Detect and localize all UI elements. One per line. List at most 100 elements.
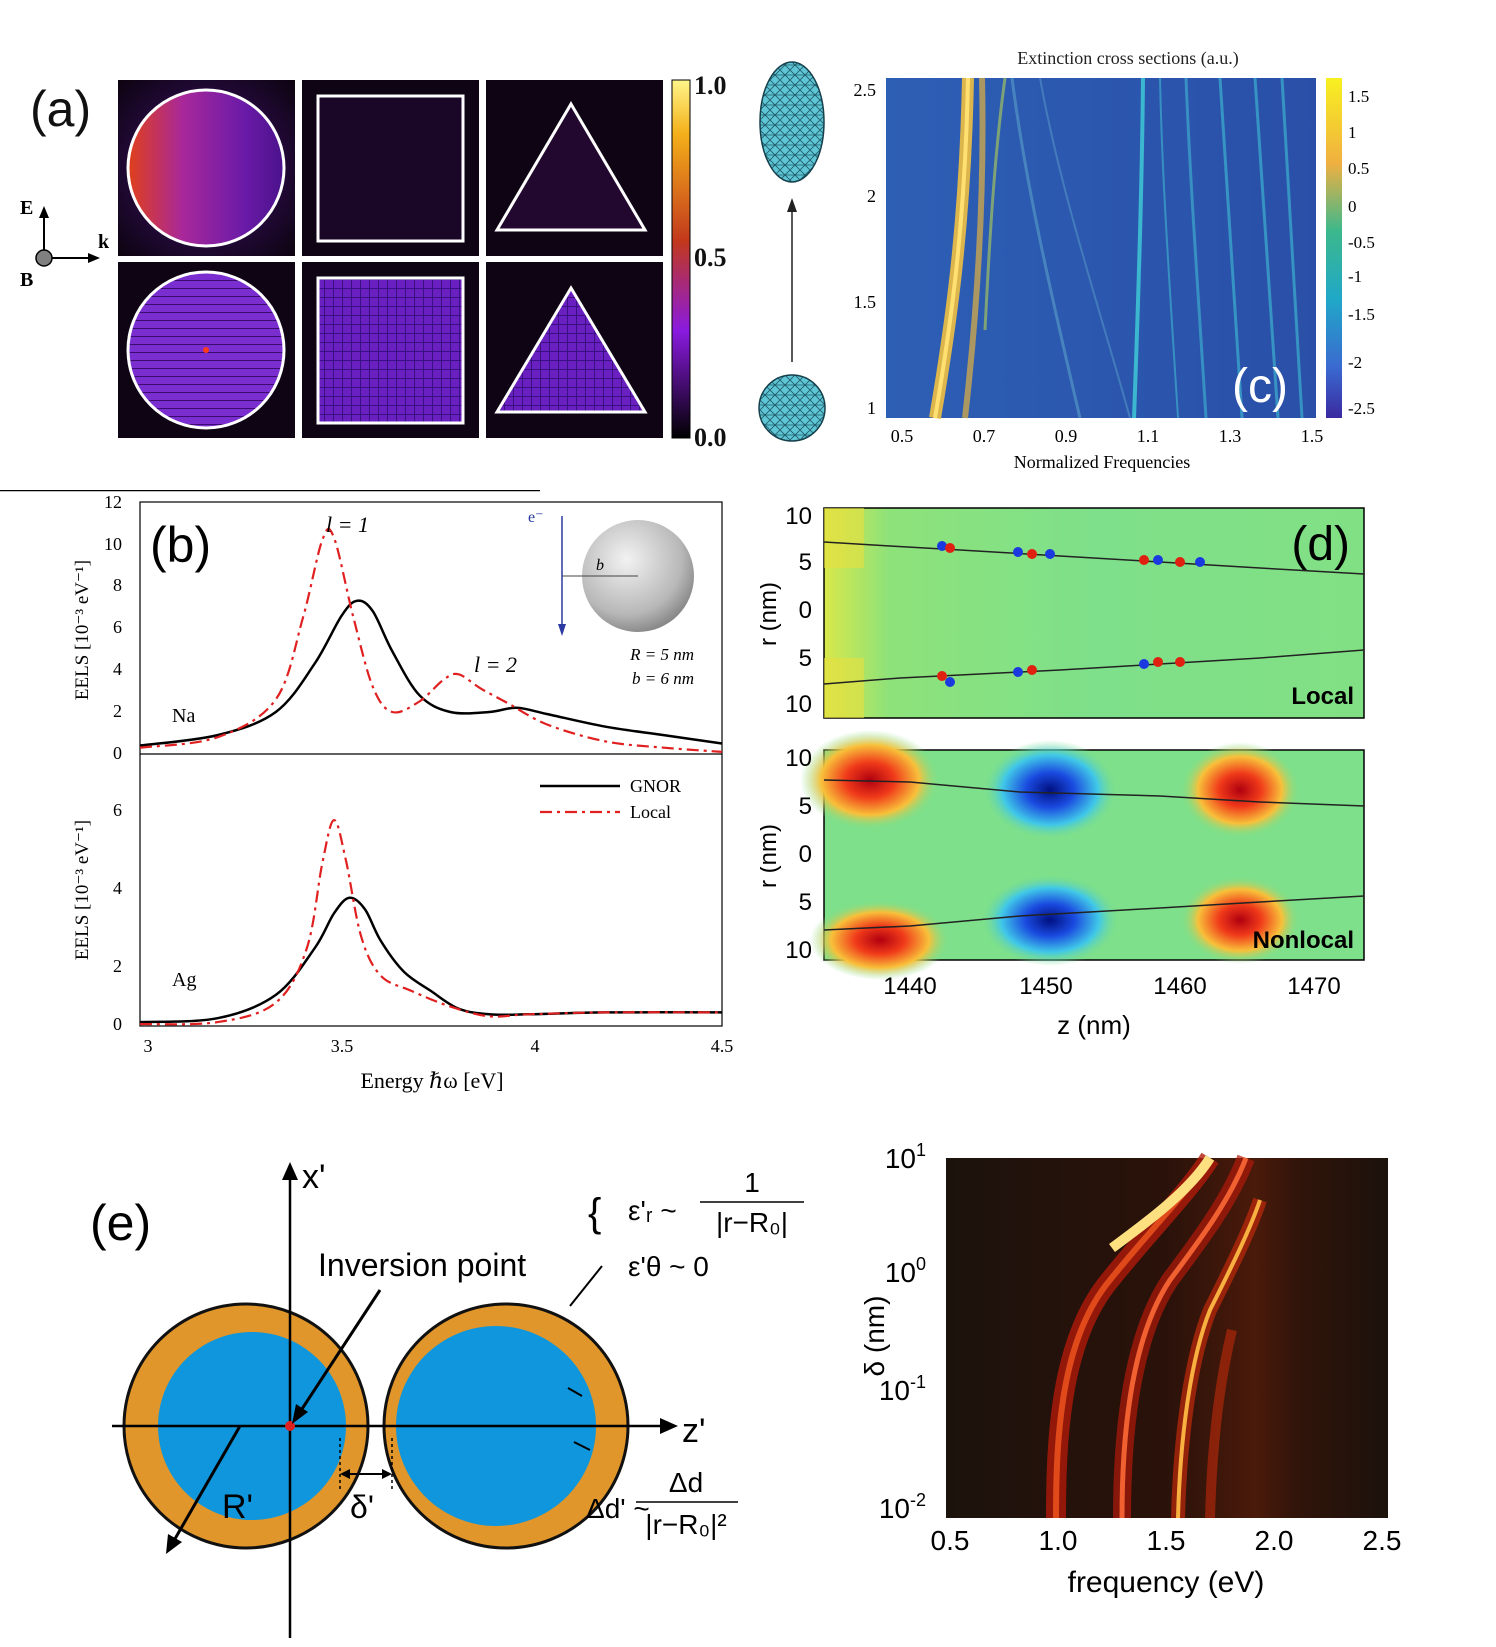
f-xtick-05: 0.5 [931, 1525, 970, 1556]
f-xlabel: frequency (eV) [1068, 1566, 1265, 1599]
panel-f-figure: 101 100 10-1 10-2 δ (nm) 0.5 1.0 1.5 2.0… [860, 1140, 1402, 1599]
c-ytick-25: 2.5 [854, 80, 877, 100]
b-top-ytick-1: 10 [104, 534, 122, 554]
c-xtick-11: 1.1 [1137, 426, 1160, 446]
panel-e-figure: (e) x' z' Inversion point R' δ' { ε'ᵣ ~ … [90, 1158, 804, 1638]
c-ytick-2: 2 [867, 186, 876, 206]
c-ytick-15: 1.5 [854, 292, 877, 312]
d-top-ytick-2: 0 [799, 597, 812, 624]
d-bot-ytick-1: 5 [799, 793, 812, 820]
b-bot-ytick-2: 2 [113, 956, 122, 976]
colorbar-a-tick-0: 0.0 [694, 423, 727, 452]
impact-value: b = 6 nm [632, 669, 694, 688]
d-top-ytick-3: 5 [799, 645, 812, 672]
b-top-ylabel: EELS [10⁻³ eV⁻¹] [72, 560, 93, 700]
b-top-ytick-5: 2 [113, 701, 122, 721]
d-bot-ylabel: r (nm) [760, 824, 782, 888]
colorbar-a [671, 79, 691, 439]
inversion-arrow [292, 1404, 308, 1424]
c-cbar-m25: -2.5 [1348, 399, 1375, 418]
deform-arrow [787, 198, 797, 212]
b-top-ytick-6: 0 [113, 743, 122, 763]
material-na: Na [172, 705, 195, 727]
local-dipoles [937, 541, 1205, 687]
c-cbar-15: 1.5 [1348, 87, 1369, 106]
c-cbar-1: 1 [1348, 123, 1357, 142]
d-bot-ytick-0: 10 [785, 745, 812, 772]
panel-a-label: (a) [30, 81, 92, 137]
d-bot-ytick-2: 0 [799, 841, 812, 868]
electron-path-arrow [558, 624, 566, 636]
f-xtick-15: 1.5 [1147, 1525, 1186, 1556]
eels-ag-gnor-curve [139, 896, 723, 1024]
d-bot-ytick-3: 5 [799, 889, 812, 916]
f-ytick-0: 100 [885, 1254, 926, 1288]
inversion-label: Inversion point [318, 1247, 526, 1283]
colorbar-a-tick-1: 1.0 [694, 71, 727, 100]
x-axis-label: x' [302, 1158, 326, 1196]
c-xtick-05: 0.5 [891, 426, 914, 446]
radius-value: R = 5 nm [629, 645, 694, 664]
f-ytick-m2: 10-2 [879, 1490, 926, 1524]
panel-d-local-map [823, 507, 1365, 719]
c-ytick-1: 1 [867, 398, 876, 418]
eps-r-label: ε'ᵣ ~ [628, 1195, 677, 1226]
eps-r-num: 1 [744, 1167, 760, 1198]
z-axis-arrow [660, 1418, 678, 1434]
radius-label: R' [222, 1488, 253, 1526]
f-xtick-25: 2.5 [1363, 1525, 1402, 1556]
peak-l1-label: l = 1 [326, 512, 369, 537]
b-top-ytick-4: 4 [113, 659, 122, 679]
c-cbar-m1: -1 [1348, 267, 1362, 286]
d-xtick-1450: 1450 [1019, 973, 1072, 1000]
b-top-ytick-0: 12 [104, 492, 122, 512]
panel-c-figure: Extinction cross sections (a.u.) (c) 2.5… [758, 48, 1375, 472]
b-field-icon [35, 249, 53, 267]
b-top-ytick-2: 8 [113, 575, 122, 595]
axis-e-label: E [20, 197, 33, 219]
panel-d-figure: Local (d) Nonlocal 10 5 0 5 10 r (nm) 10… [760, 503, 1365, 1040]
eels-na-local-curve [139, 527, 723, 753]
peak-l2-label: l = 2 [474, 652, 517, 677]
electron-label: e⁻ [528, 509, 544, 526]
sphere-mesh [758, 374, 826, 442]
d-bot-ytick-4: 10 [785, 937, 812, 964]
axis-k-label: k [98, 231, 110, 253]
c-xtick-13: 1.3 [1219, 426, 1242, 446]
x-axis-arrow [282, 1162, 298, 1180]
radius-arrow [166, 1534, 182, 1554]
d-top-ytick-0: 10 [785, 503, 812, 530]
axis-b-label: B [20, 269, 33, 291]
b-bot-ylabel: EELS [10⁻³ eV⁻¹] [72, 820, 93, 960]
colorbar-a-tick-05: 0.5 [694, 243, 727, 272]
b-bot-ytick-0: 6 [113, 800, 122, 820]
local-tag: Local [1291, 683, 1354, 710]
panel-d-label: (d) [1291, 518, 1350, 571]
panel-b-frame [139, 501, 723, 1027]
b-xlabel: Energy ℏω [eV] [360, 1068, 503, 1093]
eps-r-den: |r−R₀| [716, 1207, 788, 1238]
svg-text:{: { [588, 1191, 601, 1235]
d-xlabel: z (nm) [1057, 1010, 1131, 1040]
b-xtick-45: 4.5 [711, 1036, 734, 1056]
legend-local: Local [630, 802, 671, 822]
panel-f-resonance-bands [1046, 1152, 1267, 1519]
triangle-shape-top [494, 101, 648, 232]
c-cbar-m15: -1.5 [1348, 305, 1375, 324]
d-top-ylabel: r (nm) [760, 582, 782, 646]
c-cbar-m05: -0.5 [1348, 233, 1375, 252]
z-axis-label: z' [682, 1412, 706, 1450]
impact-b-label: b [596, 557, 604, 574]
eels-na-gnor-curve [139, 599, 723, 747]
c-xlabel: Normalized Frequencies [1014, 452, 1190, 472]
f-ytick-m1: 10-1 [879, 1372, 926, 1406]
c-cbar-05: 0.5 [1348, 159, 1369, 178]
panel-a-figure: 1.0 0.5 0.0 E k B [20, 71, 727, 452]
eps-theta-label: ε'θ ~ 0 [628, 1251, 709, 1282]
c-cbar-m2: -2 [1348, 353, 1362, 372]
b-bot-ytick-3: 0 [113, 1014, 122, 1034]
triangle-shape-bottom [494, 285, 648, 414]
circle-shape-top [126, 88, 286, 248]
b-bot-ytick-1: 4 [113, 878, 122, 898]
c-xtick-09: 0.9 [1055, 426, 1078, 446]
